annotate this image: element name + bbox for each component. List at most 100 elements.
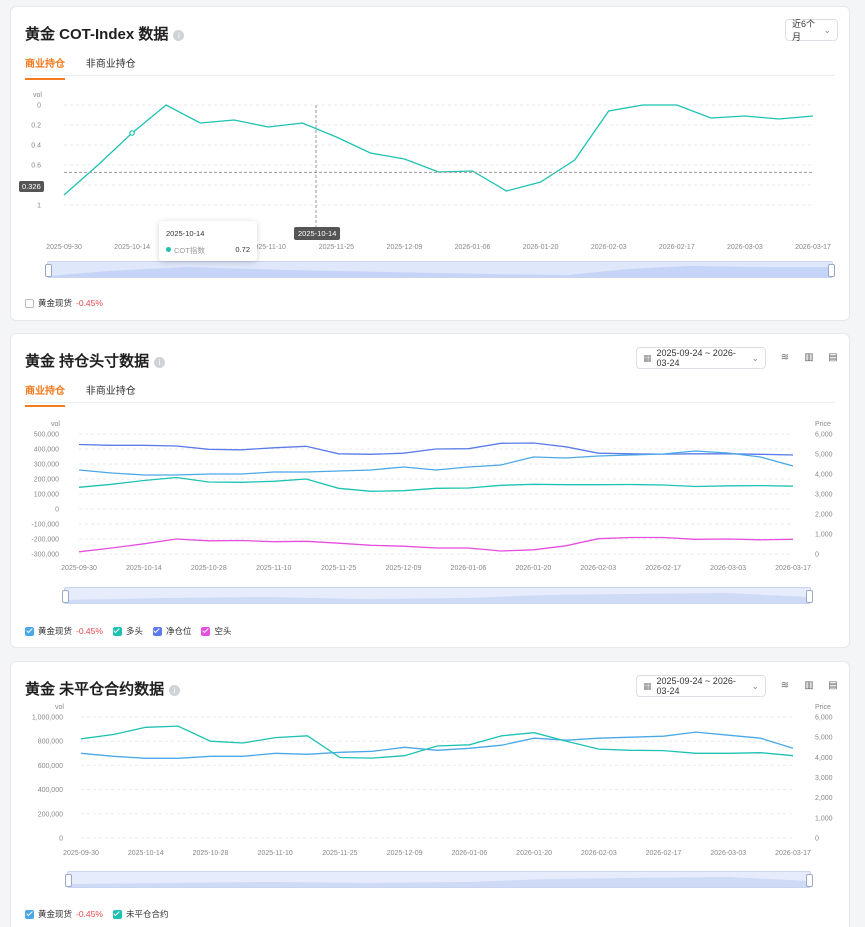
checkbox[interactable] <box>201 626 211 636</box>
y2-tick-label: 5,000 <box>815 452 833 459</box>
y2-axis-label: Price <box>815 421 831 428</box>
tab-commercial[interactable]: 商业持仓 <box>25 55 65 80</box>
y-tick-label: -300,000 <box>31 552 59 559</box>
legend-change: -0.45% <box>76 909 103 919</box>
y2-tick-label: 0 <box>815 552 819 559</box>
positions-legend: 黄金现货 -0.45% 多头 净仓位 空头 <box>25 625 232 637</box>
slider-left-handle[interactable] <box>62 590 69 603</box>
legend-item-0[interactable]: 黄金现货 -0.45% <box>25 908 103 920</box>
x-tick-label: 2026-03-17 <box>775 565 811 572</box>
legend-label: 黄金现货 <box>38 909 73 919</box>
cot-tabs: 商业持仓 非商业持仓 <box>25 55 154 80</box>
cot-legend: 黄金现货 -0.45% <box>25 297 103 309</box>
x-tick-label: 2026-01-20 <box>515 565 551 572</box>
info-icon[interactable]: i <box>173 29 185 41</box>
y2-tick-label: 2,000 <box>815 512 833 519</box>
chart-tooltip: 2025-10-14 COT指数 0.72 <box>159 221 257 261</box>
y-tick-label: 0 <box>59 836 63 843</box>
y-tick-label: 200,000 <box>38 811 63 818</box>
x-tick-label: 2025-11-10 <box>258 850 293 857</box>
x-tick-label: 2025-10-14 <box>114 244 150 251</box>
tab-commercial[interactable]: 商业持仓 <box>25 382 65 407</box>
x-tick-label: 2026-02-03 <box>580 565 616 572</box>
info-icon[interactable]: i <box>154 356 166 368</box>
checkbox[interactable] <box>25 909 34 919</box>
slider-right-handle[interactable] <box>828 264 835 277</box>
slider-left-handle[interactable] <box>65 874 72 887</box>
bar-chart-icon[interactable]: ▥ <box>804 680 814 691</box>
legend-item-1[interactable]: 多头 <box>112 625 143 637</box>
bar-chart-icon[interactable]: ▥ <box>804 352 814 363</box>
y2-tick-label: 5,000 <box>815 735 833 742</box>
positions-title-text: 黄金 持仓头寸数据 <box>25 353 150 370</box>
y2-tick-label: 4,000 <box>815 755 833 762</box>
legend-item-spot[interactable]: 黄金现货 -0.45% <box>25 297 103 309</box>
crosshair-y-label: 0.326 <box>19 181 44 192</box>
series-line-1 <box>78 450 794 476</box>
slider-right-handle[interactable] <box>806 874 813 887</box>
info-icon[interactable]: i <box>169 684 181 696</box>
series-line-3 <box>78 536 794 553</box>
date-range-picker[interactable]: ▦ 2025-09-24 ~ 2026-03-24 ⌄ <box>636 347 766 369</box>
series-line-0 <box>80 731 794 759</box>
tab-noncommercial[interactable]: 非商业持仓 <box>85 59 136 70</box>
x-tick-label: 2025-10-14 <box>128 850 164 857</box>
checkbox[interactable] <box>112 909 122 919</box>
x-tick-label: 2025-12-09 <box>386 565 422 572</box>
y-tick-label: -200,000 <box>31 537 59 544</box>
x-tick-label: 2025-09-30 <box>63 850 99 857</box>
open-interest-card: 黄金 未平仓合约数据 i ▦ 2025-09-24 ~ 2026-03-24 ⌄ ≋ … <box>10 661 850 927</box>
data-zoom-slider[interactable] <box>62 587 813 604</box>
legend-item-3[interactable]: 空头 <box>201 625 232 637</box>
legend-label: 多头 <box>125 626 143 636</box>
legend-item-1[interactable]: 未平仓合约 <box>112 908 169 920</box>
cot-title: 黄金 COT-Index 数据 i <box>25 23 185 44</box>
cot-title-text: 黄金 COT-Index 数据 <box>25 26 169 43</box>
y-axis-label: vol <box>55 704 64 711</box>
legend-label: 未平仓合约 <box>125 909 169 919</box>
checkbox[interactable] <box>152 626 162 636</box>
y-tick-label: 0.4 <box>31 143 41 150</box>
y-tick-label: 400,000 <box>38 787 63 794</box>
period-select[interactable]: 近6个月 ⌄ <box>785 19 838 42</box>
data-zoom-slider[interactable] <box>65 871 813 888</box>
x-tick-label: 2025-12-09 <box>387 244 423 251</box>
table-icon[interactable]: ▤ <box>828 680 838 691</box>
y-tick-label: 1 <box>37 203 41 210</box>
tooltip-date: 2025-10-14 <box>166 229 205 238</box>
checkbox[interactable] <box>112 626 122 636</box>
slider-right-handle[interactable] <box>806 590 813 603</box>
oi-legend: 黄金现货 -0.45% 未平仓合约 <box>25 908 168 920</box>
date-range-picker[interactable]: ▦ 2025-09-24 ~ 2026-03-24 ⌄ <box>636 675 766 697</box>
y2-tick-label: 0 <box>815 836 819 843</box>
open-interest-chart[interactable]: vol Price 1,000,000 800,000 600,000 400,000 20… <box>11 698 849 863</box>
legend-item-0[interactable]: 黄金现货 -0.45% <box>25 625 103 637</box>
x-tick-label: 2026-01-20 <box>516 850 552 857</box>
x-tick-label: 2026-03-03 <box>727 244 763 251</box>
cot-index-card: 黄金 COT-Index 数据 i 近6个月 ⌄ 商业持仓 非商业持仓 vol 0 0.… <box>10 6 850 321</box>
period-select-label: 近6个月 <box>792 19 816 42</box>
legend-change: -0.45% <box>76 298 103 308</box>
checkbox[interactable] <box>25 298 34 308</box>
x-tick-label: 2026-03-17 <box>775 850 811 857</box>
y-tick-label: 0 <box>55 507 59 514</box>
data-zoom-slider[interactable] <box>45 261 835 278</box>
y-tick-label: 400,000 <box>34 447 59 454</box>
table-icon[interactable]: ▤ <box>828 352 838 363</box>
line-chart-icon[interactable]: ≋ <box>780 352 790 363</box>
chevron-down-icon: ⌄ <box>751 352 759 363</box>
y2-tick-label: 2,000 <box>815 795 833 802</box>
y-tick-label: 200,000 <box>34 477 59 484</box>
x-tick-label: 2025-11-10 <box>251 244 286 251</box>
slider-left-handle[interactable] <box>45 264 52 277</box>
x-tick-label: 2025-09-30 <box>46 244 82 251</box>
positions-chart[interactable]: vol Price 500,000 400,000 300,000 200,000 100,… <box>11 412 849 587</box>
series-line-2 <box>78 476 794 492</box>
x-tick-label: 2026-03-17 <box>795 244 831 251</box>
tab-noncommercial[interactable]: 非商业持仓 <box>85 386 136 397</box>
line-chart-icon[interactable]: ≋ <box>780 680 790 691</box>
y2-tick-label: 1,000 <box>815 815 833 822</box>
checkbox[interactable] <box>25 626 34 636</box>
legend-item-2[interactable]: 净仓位 <box>152 625 191 637</box>
cot-chart[interactable]: vol00.20.40.60.812025-09-302025-10-14202… <box>11 87 849 287</box>
